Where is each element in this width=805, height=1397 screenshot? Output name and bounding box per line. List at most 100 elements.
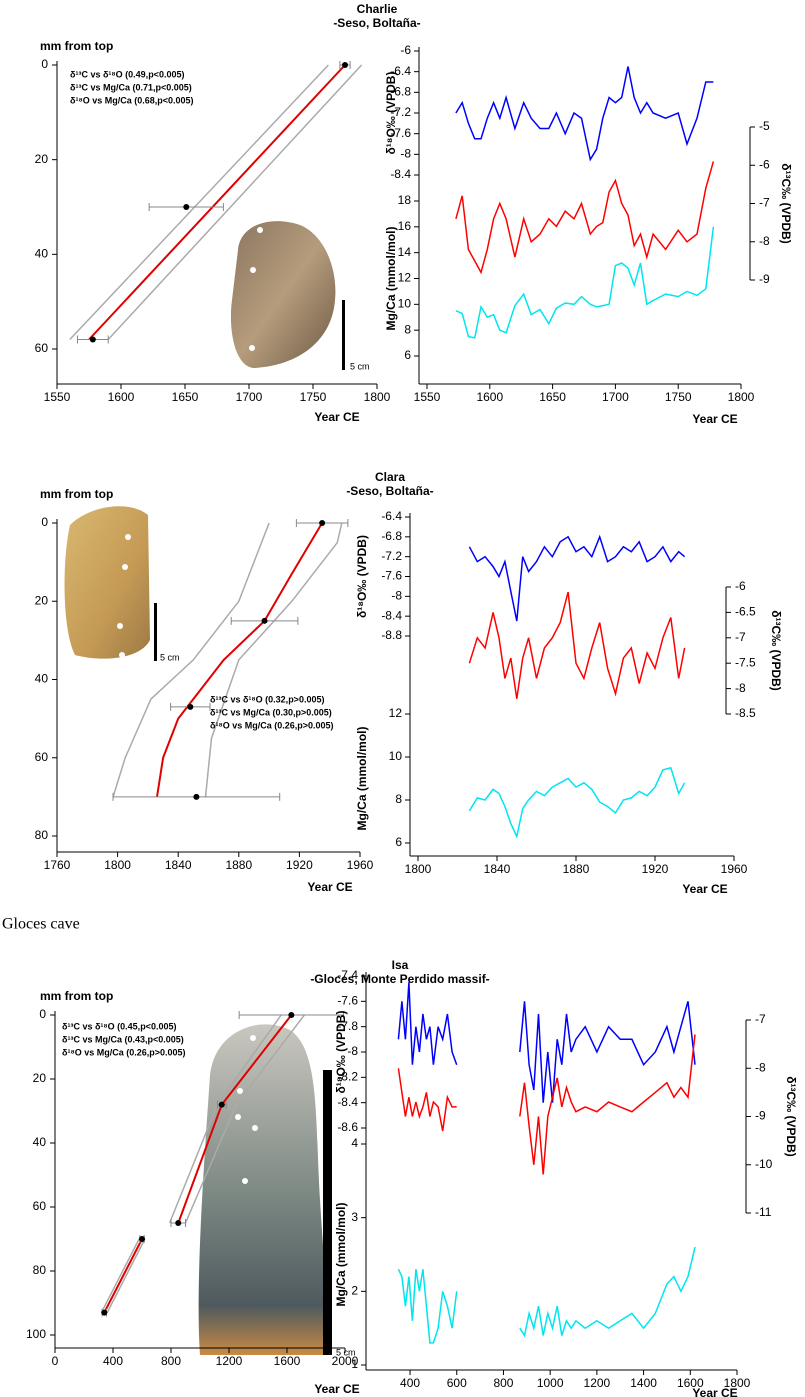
y-tick-label: -6.4: [390, 64, 411, 78]
x-tick-label: 1600: [274, 1354, 301, 1368]
y2-tick-label: -9: [759, 272, 770, 286]
y-tick-label: -7.6: [390, 126, 411, 140]
y3-tick-label: 14: [398, 245, 412, 259]
y-tick-label: -6.8: [381, 529, 402, 543]
y-tick-label: -7.2: [381, 549, 402, 563]
y3-tick-label: 3: [351, 1210, 358, 1224]
proxy-line: [468, 534, 686, 622]
y-tick-label: 20: [35, 152, 49, 166]
chart-title: Charlie: [357, 2, 398, 16]
annotation: δ¹³C vs δ¹⁸O (0.49,p<0.005): [70, 69, 184, 79]
y-axis-label: δ¹⁸O‰ (VPDB): [384, 72, 398, 155]
sample-photo: [64, 506, 150, 659]
y-tick-label: 40: [35, 247, 49, 261]
x-tick-label: 2000: [332, 1354, 359, 1368]
x-tick-label: 1960: [347, 858, 374, 872]
date-point: [288, 1012, 295, 1018]
x-tick-label: 1800: [364, 390, 391, 404]
y-tick-label: 0: [41, 515, 48, 529]
x-tick-label: 1600: [677, 1376, 704, 1390]
x-tick-label: 1800: [104, 858, 131, 872]
x-tick-label: 1960: [721, 862, 748, 876]
y2-tick-label: -6.5: [735, 605, 756, 619]
y-tick-label: 40: [35, 672, 49, 686]
y-tick-label: 80: [35, 828, 49, 842]
y2-axis-label: δ¹³C‰ (VPDB): [779, 163, 793, 244]
y2-tick-label: -6: [735, 579, 746, 593]
y-tick-label: -8: [347, 1044, 358, 1058]
age-model-line: [112, 522, 270, 798]
chart-title: Clara: [375, 470, 405, 484]
date-point: [193, 793, 200, 800]
y-tick-label: -7.6: [337, 994, 358, 1008]
y2-tick-label: -11: [755, 1205, 772, 1219]
date-point: [319, 520, 326, 526]
y-tick-label: 60: [33, 1199, 47, 1213]
scale-bar: [342, 300, 345, 370]
y-tick-label: 40: [33, 1135, 47, 1149]
chart-subtitle: -Gloces, Monte Perdido massif-: [310, 972, 489, 986]
y2-axis-label: δ¹³C‰ (VPDB): [784, 1076, 798, 1157]
y3-tick-label: 1: [351, 1357, 358, 1371]
y-tick-label: -8.4: [390, 167, 411, 181]
y3-tick-label: 6: [395, 835, 402, 849]
x-tick-label: 1000: [537, 1376, 564, 1390]
x-tick-label: 1650: [172, 390, 199, 404]
annotation: δ¹⁸O vs Mg/Ca (0.26,p>0.005): [62, 1047, 186, 1057]
chart-title: Isa: [392, 958, 409, 972]
proxy-line: [397, 1246, 696, 1344]
date-point: [175, 1220, 182, 1226]
x-tick-label: 1880: [225, 858, 252, 872]
y-axis-label: mm from top: [40, 989, 113, 1003]
y3-tick-label: 2: [351, 1284, 358, 1298]
y-tick-label: -8.2: [337, 1070, 358, 1084]
y2-tick-label: -9: [755, 1109, 766, 1123]
proxy-line: [468, 766, 686, 839]
proxy-line: [455, 226, 715, 339]
y2-tick-label: -6: [759, 157, 770, 171]
age-model-line: [106, 1014, 305, 1313]
y2-axis-label: δ¹³C‰ (VPDB): [769, 610, 783, 691]
y-tick-label: 60: [35, 750, 49, 764]
y-axis-label: mm from top: [40, 39, 113, 53]
y3-tick-label: 10: [389, 749, 403, 763]
x-tick-label: 1800: [724, 1376, 751, 1390]
x-axis-label: Year CE: [314, 1382, 359, 1396]
y-tick-label: -8.6: [337, 1120, 358, 1134]
x-tick-label: 1700: [602, 390, 629, 404]
age-model-line: [88, 64, 346, 341]
age-model-line: [107, 64, 363, 341]
y-tick-label: 0: [41, 57, 48, 71]
y-tick-label: 20: [33, 1071, 47, 1085]
date-point: [218, 1101, 225, 1108]
age-model-line: [156, 522, 323, 798]
date-point: [187, 703, 194, 710]
y-tick-label: -7.4: [337, 968, 358, 982]
y-tick-label: -7.6: [381, 569, 402, 583]
y-tick-label: -6.4: [381, 509, 402, 523]
x-tick-label: 400: [103, 1354, 123, 1368]
y-tick-label: -8.4: [337, 1095, 358, 1109]
y2-tick-label: -8: [755, 1060, 766, 1074]
y3-tick-label: 12: [389, 706, 403, 720]
x-tick-label: 0: [52, 1354, 59, 1368]
x-tick-label: 1920: [642, 862, 669, 876]
x-tick-label: 800: [493, 1376, 513, 1390]
y-tick-label: -6: [400, 43, 411, 57]
sample-photo: [230, 221, 336, 368]
y3-tick-label: 18: [398, 193, 412, 207]
y-tick-label: 100: [26, 1327, 46, 1341]
y-tick-label: -6.8: [390, 85, 411, 99]
x-tick-label: 1650: [539, 390, 566, 404]
y-tick-label: 60: [35, 341, 49, 355]
scale-bar: [154, 603, 157, 661]
date-point: [101, 1309, 108, 1316]
x-tick-label: 1400: [630, 1376, 657, 1390]
scale-bar-label: 5 cm: [160, 652, 180, 662]
y2-tick-label: -10: [755, 1157, 773, 1171]
y2-tick-label: -8: [759, 234, 770, 248]
y2-tick-label: -7: [735, 630, 746, 644]
annotation: δ¹³C vs Mg/Ca (0.30,p>0.005): [210, 707, 332, 717]
scale-bar: [323, 1070, 332, 1355]
